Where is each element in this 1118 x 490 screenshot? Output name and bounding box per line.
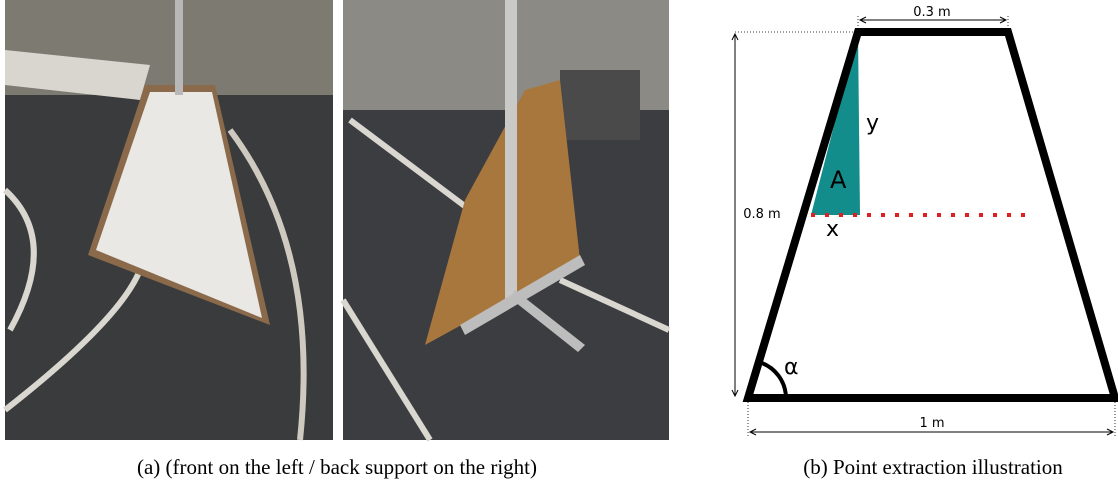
figure: (a) (front on the left / back support on…	[0, 0, 1118, 490]
label: x	[826, 217, 839, 242]
label: A	[830, 166, 847, 194]
diagram: 0.3 m 0.8 m 1 m y A x α	[732, 5, 1115, 438]
dim-label: 0.8 m	[743, 207, 780, 222]
caption: (a) (front on the left / back support on…	[137, 455, 537, 479]
photo-front	[5, 0, 333, 440]
caption: (b) Point extraction illustration	[803, 455, 1063, 479]
photo-back	[343, 0, 669, 440]
dim-label: 0.3 m	[913, 5, 950, 20]
dim-label: 1 m	[919, 416, 944, 431]
label: α	[784, 355, 799, 380]
label: y	[866, 111, 879, 136]
